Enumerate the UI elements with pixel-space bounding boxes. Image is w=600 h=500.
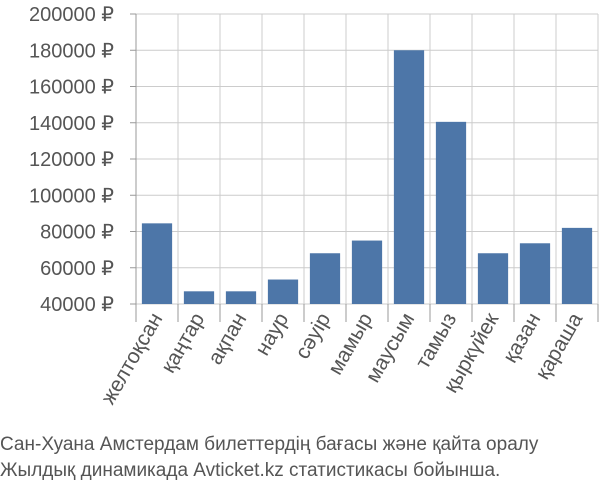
y-tick-label: 200000 ₽ bbox=[29, 4, 114, 26]
bar-желтоқсан bbox=[141, 223, 173, 304]
caption-line-2: Жылдық динамикада Avticket.kz статистика… bbox=[0, 460, 501, 481]
bar-қыркүйек bbox=[477, 253, 509, 304]
x-tick-label: наур bbox=[251, 309, 293, 359]
bar-қаңтар bbox=[183, 291, 215, 304]
axis-layer bbox=[130, 13, 599, 322]
x-tick-label: сәуір bbox=[291, 309, 335, 363]
bar-ақпан bbox=[225, 291, 257, 304]
bar-сәуір bbox=[309, 253, 341, 304]
y-tick-label: 160000 ₽ bbox=[29, 77, 114, 99]
y-tick-label: 80000 ₽ bbox=[40, 222, 114, 244]
y-tick-labels: 40000 ₽ 60000 ₽ 80000 ₽ 100000 ₽ 120000 ₽ 140… bbox=[29, 4, 114, 316]
bar-маусым bbox=[393, 50, 425, 304]
y-tick-label: 140000 ₽ bbox=[29, 113, 114, 135]
x-tick-label: желтоқсан bbox=[97, 309, 168, 408]
y-tick-label: 120000 ₽ bbox=[29, 149, 114, 171]
y-tick-label: 100000 ₽ bbox=[29, 185, 114, 207]
bar-мамыр bbox=[351, 240, 383, 304]
y-tick-label: 60000 ₽ bbox=[40, 258, 114, 280]
bar-қараша bbox=[561, 227, 593, 304]
y-tick-label: 180000 ₽ bbox=[29, 40, 114, 62]
grid-layer bbox=[135, 13, 599, 305]
bar-тамыз bbox=[435, 121, 467, 304]
bar-наур bbox=[267, 279, 299, 304]
bar-layer bbox=[141, 50, 593, 304]
caption-line-1: Сан-Хуана Амстердам билеттердің бағасы ж… bbox=[0, 434, 539, 455]
bar-қазан bbox=[519, 243, 551, 304]
y-tick-label: 40000 ₽ bbox=[40, 294, 114, 316]
x-tick-label: ақпан bbox=[204, 309, 252, 369]
